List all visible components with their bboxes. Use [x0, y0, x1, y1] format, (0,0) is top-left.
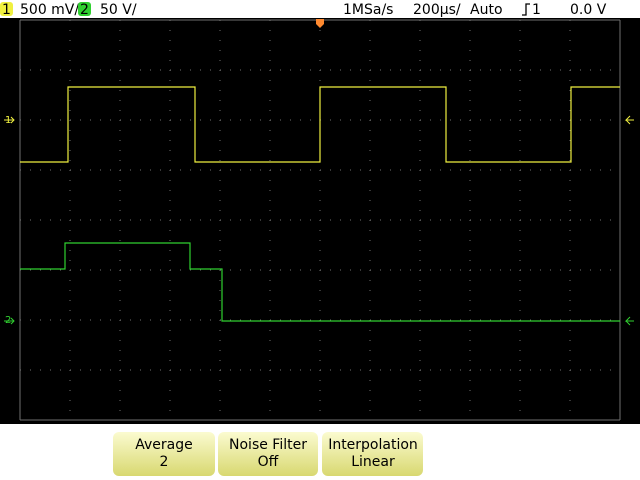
timebase: 200µs/	[413, 2, 461, 18]
softkey-label: Average	[135, 437, 193, 453]
softkey-label: Interpolation	[328, 437, 418, 453]
ch1-trace	[20, 86, 620, 163]
ch1-label: 1	[2, 2, 11, 18]
ch2-ground-arrow	[4, 317, 15, 325]
softkey[interactable]	[322, 432, 423, 476]
ch2-label: 2	[80, 2, 89, 18]
trigger-edge-icon	[522, 3, 530, 16]
ch1-badge	[0, 2, 13, 16]
softkey-value: Linear	[351, 454, 395, 470]
sample-rate: 1MSa/s	[343, 2, 393, 18]
ch2-level-arrow	[624, 316, 634, 326]
softkey-value: 2	[160, 454, 169, 470]
trigger-position-marker	[316, 19, 324, 28]
ch2-trace	[20, 242, 620, 322]
trigger-source: 1	[532, 2, 541, 18]
ch2-badge	[78, 2, 91, 16]
trigger-mode: Auto	[470, 2, 503, 18]
softkey-bar	[0, 424, 640, 480]
trigger-level: 0.0 V	[570, 2, 607, 18]
softkey-label: Noise Filter	[229, 437, 307, 453]
status-bar	[0, 0, 640, 18]
softkey[interactable]	[218, 432, 318, 476]
ch2-scale: 50 V/	[100, 2, 137, 18]
ch1-trigger-arrow	[624, 115, 634, 125]
ch1-ground-arrow	[4, 116, 15, 124]
ch1-scale: 500 mV/	[20, 2, 79, 18]
softkey-value: Off	[258, 454, 279, 470]
softkey[interactable]	[113, 432, 215, 476]
